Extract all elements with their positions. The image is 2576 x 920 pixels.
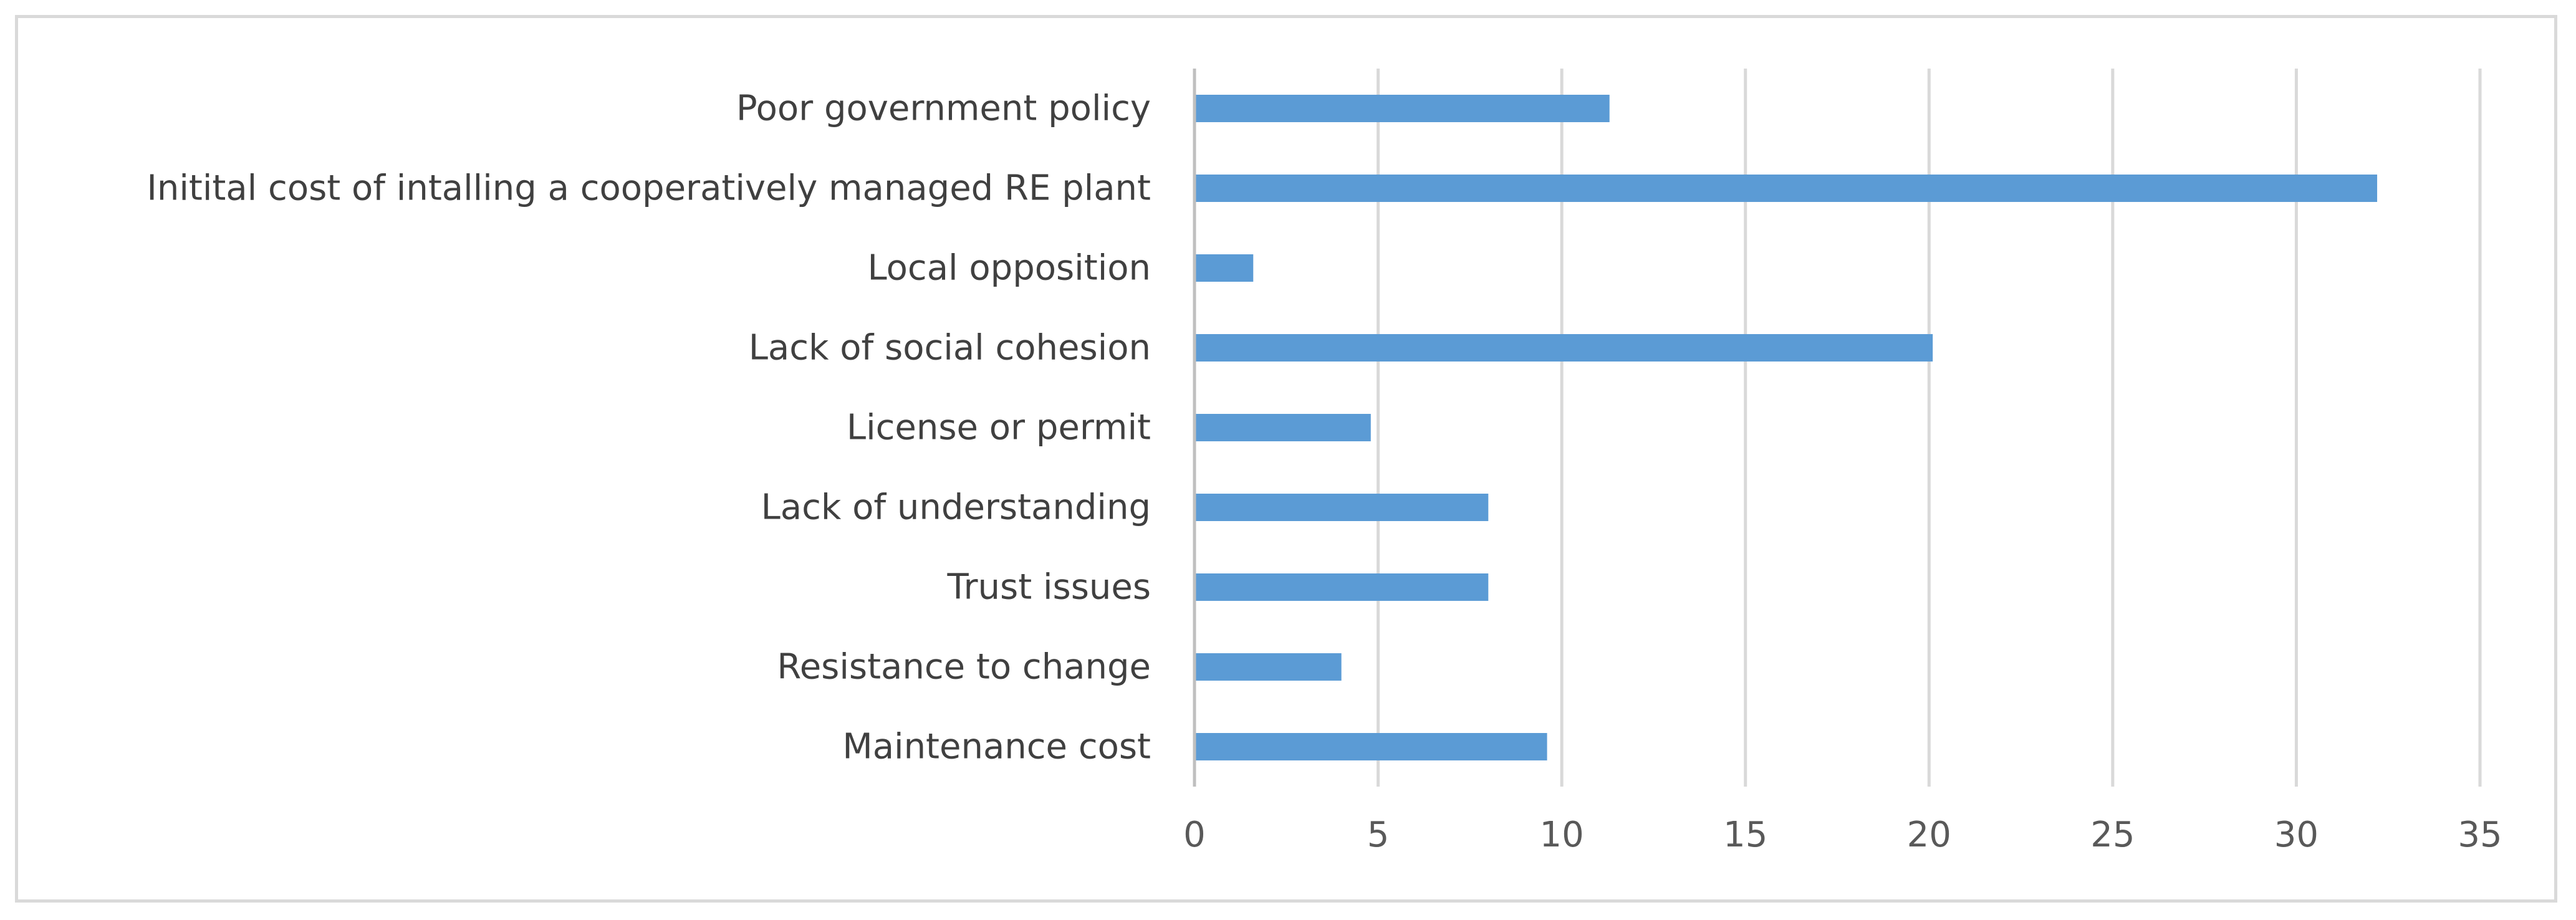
x-tick-label-35: 35 [2458, 815, 2502, 855]
bar-6 [1194, 573, 1489, 601]
bar-8 [1194, 733, 1547, 760]
category-label-1: Initital cost of intalling a cooperative… [147, 168, 1151, 209]
category-labels: Poor government policy Initital cost of i… [147, 89, 1151, 767]
category-label-2: Local opposition [867, 248, 1151, 289]
x-tick-label-20: 20 [1907, 815, 1951, 855]
category-label-5: Lack of understanding [761, 487, 1151, 528]
bar-7 [1194, 653, 1342, 681]
x-tick-label-5: 5 [1367, 815, 1390, 855]
bar-0 [1194, 95, 1610, 122]
bars [1194, 95, 2378, 760]
x-tick-labels: 0 5 10 15 20 25 30 35 [1183, 815, 2502, 855]
category-label-4: License or permit [847, 408, 1151, 448]
x-tick-label-10: 10 [1540, 815, 1584, 855]
category-label-6: Trust issues [947, 567, 1151, 608]
x-tick-label-25: 25 [2090, 815, 2135, 855]
x-tick-label-15: 15 [1723, 815, 1767, 855]
category-label-8: Maintenance cost [842, 727, 1151, 767]
x-tick-label-30: 30 [2274, 815, 2319, 855]
category-label-0: Poor government policy [736, 89, 1151, 129]
category-label-3: Lack of social cohesion [749, 328, 1151, 368]
bar-3 [1194, 334, 1933, 362]
bar-1 [1194, 175, 2378, 202]
category-label-7: Resistance to change [777, 647, 1151, 688]
bar-2 [1194, 254, 1254, 282]
x-tick-label-0: 0 [1183, 815, 1206, 855]
bar-4 [1194, 414, 1371, 441]
bar-5 [1194, 494, 1489, 521]
